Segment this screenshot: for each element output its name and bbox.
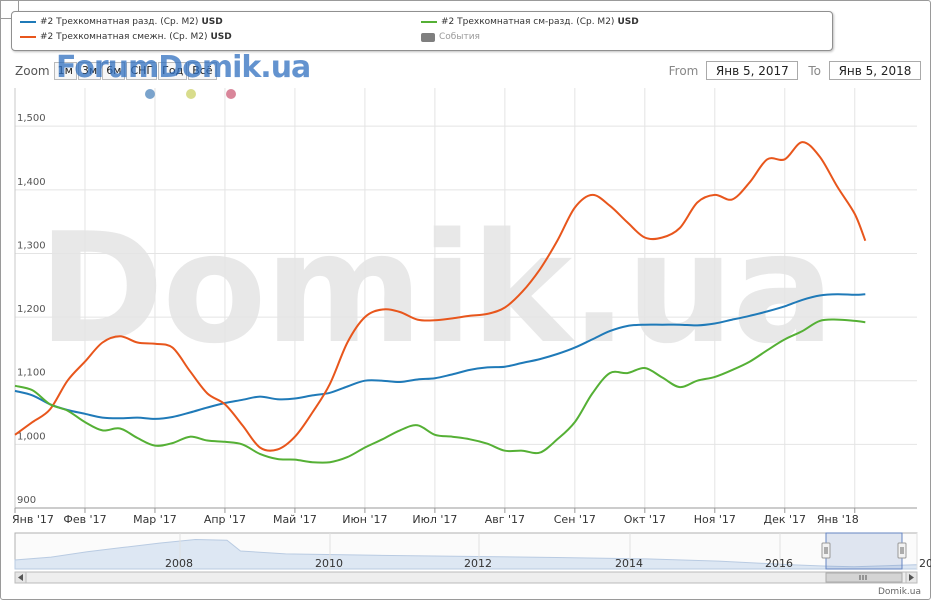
x-tick-label: Янв '18 [817, 513, 859, 526]
event-flag-1[interactable] [145, 89, 155, 99]
series-line-1 [14, 293, 866, 420]
legend-item-2[interactable]: #2 Трехкомнатная смежн. (Ср. М2) USD [20, 32, 232, 42]
x-tick-label: Май '17 [273, 513, 317, 526]
legend-item-4[interactable]: События [421, 32, 480, 42]
range-selector: From To [665, 61, 921, 80]
navigator-year-label: 2010 [315, 557, 343, 570]
navigator-window [825, 532, 903, 570]
x-tick-label: Июл '17 [412, 513, 457, 526]
legend-item-3[interactable]: #2 Трехкомнатная см-разд. (Ср. М2) USD [421, 17, 639, 27]
x-tick-label: Мар '17 [133, 513, 177, 526]
y-tick-label: 1,400 [17, 177, 46, 188]
legend-unit-2: USD [210, 32, 232, 42]
to-label: To [808, 63, 821, 78]
zoom-button-1y[interactable]: Год [158, 62, 188, 80]
zoom-bar: Zoom 1м 3м 6м СНГ Год Всё [15, 62, 218, 80]
zoom-label: Zoom [15, 64, 50, 78]
navigator-year-label: 2018 [919, 557, 931, 570]
event-flag-3[interactable] [226, 89, 236, 99]
y-tick-label: 1,200 [17, 304, 46, 315]
series-line-2 [14, 141, 867, 452]
navigator-year-label: 2016 [765, 557, 793, 570]
y-tick-label: 1,100 [17, 368, 46, 379]
x-tick-label: Сен '17 [554, 513, 596, 526]
scroll-left-arrow-icon [18, 574, 23, 581]
y-tick-label: 1,000 [17, 431, 46, 442]
event-flag-2[interactable] [186, 89, 196, 99]
credit-label: Domik.ua [878, 587, 921, 597]
navigator-handle-left [821, 542, 831, 559]
zoom-button-6m[interactable]: 6м [102, 62, 126, 80]
x-tick-label: Апр '17 [204, 513, 246, 526]
to-date-input[interactable] [829, 61, 921, 80]
zoom-button-ytd[interactable]: СНГ [126, 62, 158, 80]
legend-swatch-3 [421, 21, 437, 23]
legend-unit-3: USD [617, 17, 639, 27]
series-line-3 [14, 318, 866, 464]
legend: #2 Трехкомнатная разд. (Ср. М2) USD #2 Т… [11, 11, 833, 51]
x-tick-label: Авг '17 [485, 513, 525, 526]
scroll-right-arrow-icon [909, 574, 914, 581]
navigator-year-label: 2014 [615, 557, 643, 570]
x-tick-label: Ноя '17 [694, 513, 736, 526]
legend-label-2: #2 Трехкомнатная смежн. (Ср. М2) [40, 32, 208, 42]
navigator-handle-right [897, 542, 907, 559]
legend-item-1[interactable]: #2 Трехкомнатная разд. (Ср. М2) USD [20, 17, 223, 27]
x-tick-label: Дек '17 [764, 513, 807, 526]
legend-label-3: #2 Трехкомнатная см-разд. (Ср. М2) [441, 17, 615, 27]
zoom-button-1m[interactable]: 1м [53, 62, 77, 80]
scrollbar-thumb [825, 572, 903, 583]
navigator-year-label: 2008 [165, 557, 193, 570]
from-date-input[interactable] [706, 61, 799, 80]
legend-label-1: #2 Трехкомнатная разд. (Ср. М2) [40, 17, 199, 27]
legend-swatch-1 [20, 21, 36, 23]
from-label: From [668, 63, 699, 78]
legend-label-4: События [439, 32, 480, 42]
y-tick-label: 1,500 [17, 113, 46, 124]
legend-swatch-2 [20, 36, 36, 38]
navigator-series [14, 538, 918, 570]
zoom-button-all[interactable]: Всё [188, 62, 217, 80]
legend-unit-1: USD [201, 17, 223, 27]
zoom-button-3m[interactable]: 3м [77, 62, 102, 80]
y-tick-label: 900 [17, 495, 36, 506]
y-tick-label: 1,300 [17, 240, 46, 251]
x-tick-label: Фев '17 [63, 513, 106, 526]
navigator-year-label: 2012 [464, 557, 492, 570]
x-tick-label: Окт '17 [624, 513, 666, 526]
x-tick-label: Июн '17 [342, 513, 387, 526]
legend-swatch-4 [421, 32, 435, 42]
x-tick-label: Янв '17 [12, 513, 54, 526]
scrollbar-track [14, 571, 918, 584]
